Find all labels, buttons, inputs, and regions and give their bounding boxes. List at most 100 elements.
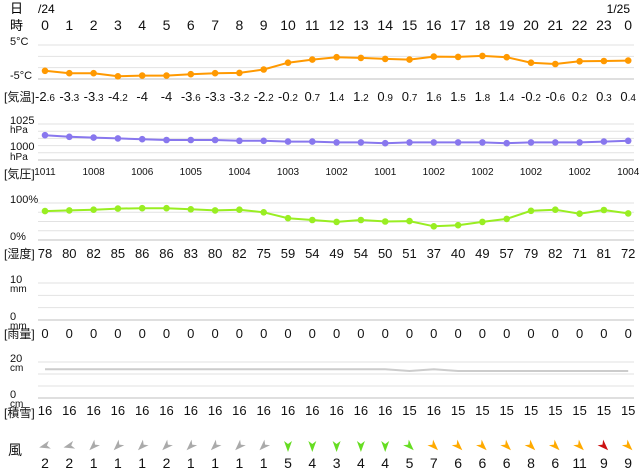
value-label: 1008 bbox=[82, 167, 105, 178]
value-label: 1004 bbox=[617, 167, 640, 178]
value-label: 0 bbox=[260, 326, 267, 341]
data-point bbox=[211, 69, 219, 77]
value-label: 16 bbox=[135, 403, 149, 418]
wind-arrow-icon bbox=[137, 439, 149, 451]
value-label: 0 bbox=[625, 326, 632, 341]
row-label: [積雪] bbox=[4, 405, 35, 420]
value-label: 15 bbox=[475, 403, 489, 418]
value-label: 1.6 bbox=[426, 89, 442, 104]
hour-tick-label: 11 bbox=[305, 17, 320, 33]
data-point bbox=[211, 207, 219, 214]
data-point bbox=[479, 218, 486, 226]
data-point bbox=[163, 72, 170, 79]
hour-tick-label: 20 bbox=[523, 17, 539, 33]
value-label: 16 bbox=[184, 403, 198, 418]
data-point bbox=[454, 221, 462, 229]
value-label: -0.2 bbox=[521, 89, 541, 104]
data-point bbox=[357, 216, 365, 224]
value-label: 78 bbox=[38, 246, 52, 261]
hour-tick-label: 21 bbox=[548, 17, 564, 33]
data-point bbox=[90, 134, 97, 141]
value-label: 16 bbox=[38, 403, 52, 418]
hour-tick-label: 5 bbox=[163, 17, 171, 33]
data-point bbox=[260, 209, 268, 216]
data-point bbox=[284, 214, 292, 222]
data-point bbox=[381, 55, 389, 63]
value-label: -3.3 bbox=[205, 89, 225, 104]
hour-tick-label: 10 bbox=[280, 17, 296, 33]
wind-arrow-icon bbox=[162, 439, 173, 451]
value-label: 37 bbox=[427, 246, 441, 261]
value-label: 82 bbox=[232, 246, 246, 261]
value-label: 0 bbox=[552, 326, 559, 341]
wind-speed-label: 8 bbox=[527, 455, 535, 471]
value-label: 0 bbox=[527, 326, 534, 341]
value-label: 15 bbox=[499, 403, 513, 418]
data-point bbox=[284, 138, 292, 145]
wind-speed-label: 2 bbox=[65, 455, 73, 471]
hour-tick-label: 4 bbox=[138, 17, 146, 33]
data-point bbox=[333, 218, 340, 226]
wind-speed-label: 5 bbox=[284, 455, 292, 471]
value-label: 83 bbox=[184, 246, 198, 261]
wind-arrow-icon bbox=[524, 439, 536, 451]
value-label: 1.4 bbox=[499, 89, 515, 104]
value-label: 1006 bbox=[131, 167, 154, 178]
wind-arrow-icon bbox=[39, 440, 51, 449]
wind-arrow-icon bbox=[235, 439, 246, 451]
value-label: -3.3 bbox=[59, 89, 79, 104]
wind-speed-label: 3 bbox=[333, 455, 341, 471]
value-label: 81 bbox=[597, 246, 611, 261]
value-label: -4 bbox=[136, 89, 148, 104]
value-label: 0 bbox=[114, 326, 121, 341]
value-label: 71 bbox=[572, 246, 586, 261]
data-point bbox=[527, 207, 535, 215]
wind-speed-label: 1 bbox=[187, 455, 195, 471]
wind-arrow-icon bbox=[381, 441, 390, 452]
value-label: 75 bbox=[256, 246, 270, 261]
data-point bbox=[187, 70, 195, 78]
hour-tick-label: 0 bbox=[624, 17, 632, 33]
value-label: 0 bbox=[406, 326, 413, 341]
value-label: 16 bbox=[86, 403, 100, 418]
date-start: /24 bbox=[38, 2, 55, 16]
value-label: 1.4 bbox=[329, 89, 345, 104]
data-point bbox=[163, 204, 170, 212]
snow-line bbox=[45, 368, 629, 373]
data-point bbox=[90, 69, 97, 77]
data-point bbox=[406, 56, 413, 63]
value-label: 72 bbox=[621, 246, 635, 261]
data-point bbox=[114, 205, 122, 212]
value-label: 0.2 bbox=[572, 89, 588, 104]
y-tick-label: cm bbox=[10, 399, 23, 410]
data-point bbox=[357, 139, 365, 146]
value-label: 0 bbox=[41, 326, 48, 341]
value-label: 1.8 bbox=[475, 89, 491, 104]
data-point bbox=[576, 210, 583, 217]
y-tick-label: 1000 bbox=[10, 141, 34, 153]
value-label: 82 bbox=[548, 246, 562, 261]
value-label: 40 bbox=[451, 246, 465, 261]
value-label: 15 bbox=[451, 403, 465, 418]
wind-speed-label: 1 bbox=[260, 455, 268, 471]
value-label: 0.7 bbox=[305, 89, 321, 104]
wind-speed-label: 2 bbox=[163, 455, 171, 471]
value-label: 49 bbox=[329, 246, 343, 261]
value-label: 1002 bbox=[471, 167, 494, 178]
wind-speed-label: 6 bbox=[479, 455, 487, 471]
wind-speed-label: 2 bbox=[41, 455, 49, 471]
y-tick-label: mm bbox=[10, 284, 27, 295]
data-point bbox=[309, 56, 316, 63]
data-point bbox=[503, 139, 511, 147]
hour-tick-label: 18 bbox=[475, 17, 491, 33]
data-point bbox=[66, 133, 73, 141]
value-label: 0 bbox=[503, 326, 510, 341]
value-label: 16 bbox=[305, 403, 319, 418]
row-label: [気圧] bbox=[4, 166, 35, 181]
wind-speed-label: 9 bbox=[600, 455, 608, 471]
value-label: 0.3 bbox=[596, 89, 612, 104]
data-point bbox=[138, 204, 146, 212]
data-point bbox=[600, 138, 608, 145]
value-label: 15 bbox=[572, 403, 586, 418]
